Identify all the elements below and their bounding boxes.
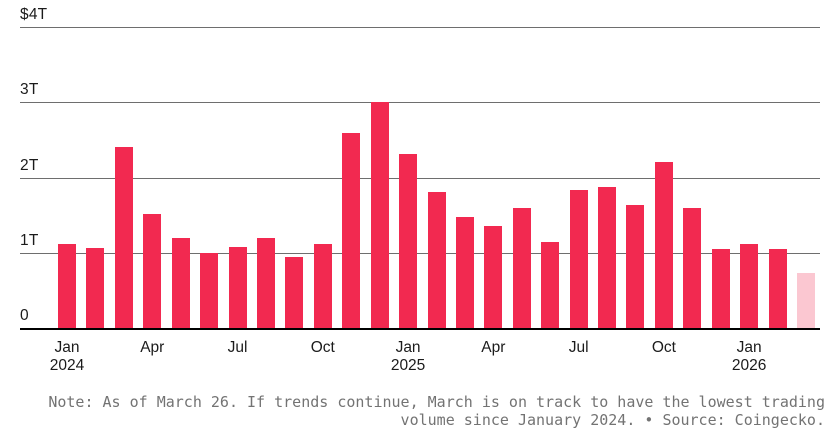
x-axis-year-label: 2024 (49, 357, 85, 374)
bar (484, 226, 503, 328)
x-axis-label: Oct (310, 339, 335, 356)
x-axis-label: Jul (227, 339, 248, 356)
bar (228, 246, 247, 328)
gridline (20, 102, 820, 104)
x-axis-label: Jul (568, 339, 589, 356)
y-axis-label: 0 (20, 307, 29, 324)
bar (342, 133, 361, 328)
note-line-2: volume since January 2024. • Source: Coi… (400, 411, 825, 429)
bar (143, 214, 162, 328)
bar (569, 190, 588, 328)
bar (768, 248, 787, 328)
y-axis-label: $4T (20, 6, 48, 23)
bar (256, 237, 275, 328)
bar (541, 242, 560, 328)
x-axis-year-label: 2025 (390, 357, 426, 374)
bar (654, 161, 673, 328)
bar (683, 207, 702, 328)
y-axis-label: 2T (20, 156, 39, 174)
bar (427, 191, 446, 328)
x-axis-label: Jan (736, 339, 762, 356)
gridline (20, 252, 820, 254)
x-axis-year-label: 2026 (731, 357, 767, 374)
bar (86, 248, 105, 328)
x-axis-label: Apr (140, 339, 165, 356)
bar (58, 244, 76, 328)
y-axis-label: 3T (20, 81, 39, 99)
gridline (20, 177, 820, 179)
bar (171, 237, 190, 328)
bar (114, 147, 133, 328)
bar (711, 248, 730, 328)
y-axis-label: 1T (20, 231, 39, 249)
bar (455, 216, 474, 328)
note-line-1: Note: As of March 26. If trends continue… (48, 393, 825, 411)
x-axis-baseline (20, 328, 820, 330)
bar (598, 186, 617, 328)
x-axis-label: Apr (481, 339, 506, 356)
x-axis-label: Jan (395, 339, 421, 356)
chart-note: Note: As of March 26. If trends continue… (48, 393, 825, 429)
x-axis-label: Jan (54, 339, 80, 356)
bar (285, 256, 304, 328)
bar (370, 102, 389, 328)
bar (626, 205, 645, 328)
gridline (20, 27, 820, 28)
bar-highlighted (797, 273, 815, 328)
bar (399, 154, 418, 328)
bar (200, 252, 219, 328)
bar (740, 243, 759, 328)
bar (313, 243, 332, 328)
x-axis-label: Oct (651, 339, 676, 356)
bar (512, 207, 531, 328)
